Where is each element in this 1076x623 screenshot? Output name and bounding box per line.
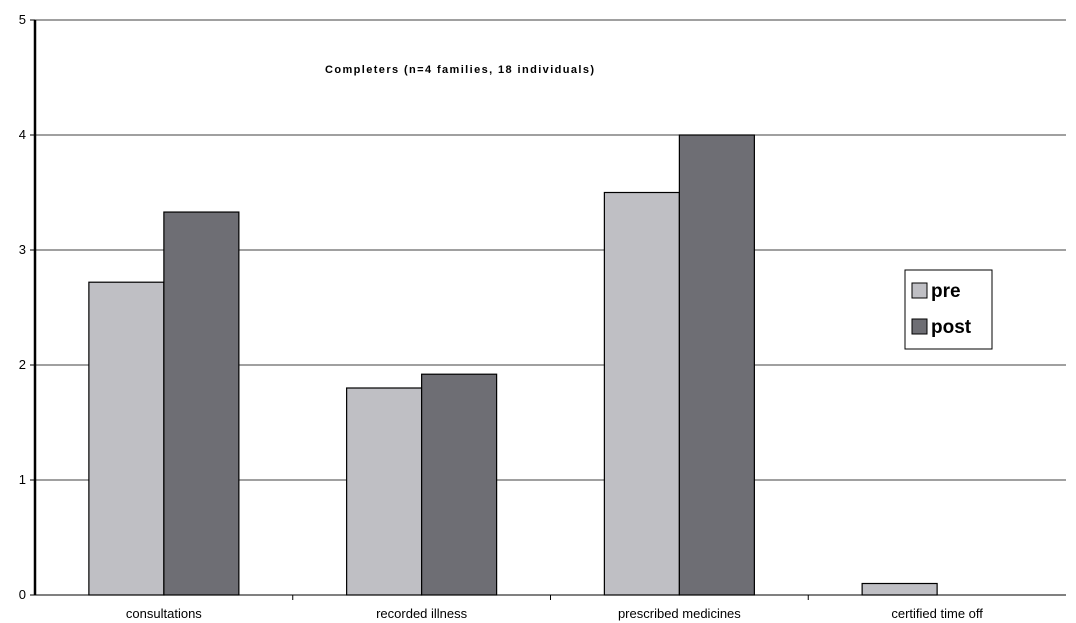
y-axis: 0 1 2 3 4 5: [19, 12, 37, 602]
y-tick-label: 4: [19, 127, 26, 142]
legend-swatch-post: [911, 318, 928, 335]
y-tick-label: 5: [19, 12, 26, 27]
bar-pre-1: [346, 387, 423, 596]
bar-pre-3: [861, 582, 938, 596]
x-axis: consultations recorded illness prescribed …: [35, 594, 1066, 621]
y-tick-label: 2: [19, 357, 26, 372]
y-tick-label: 1: [19, 472, 26, 487]
bar-post-0: [163, 211, 240, 596]
legend: pre post: [904, 269, 993, 350]
bar-pre-2: [603, 191, 680, 596]
y-tick-label: 3: [19, 242, 26, 257]
bar-post-1: [421, 373, 498, 596]
chart-title: Completers (n=4 families, 18 individuals…: [325, 64, 595, 76]
bar-pre-0: [88, 281, 165, 596]
x-category-label: recorded illness: [376, 606, 468, 621]
bar-post-2: [678, 134, 755, 596]
y-tick-label: 0: [19, 587, 26, 602]
x-category-label: prescribed medicines: [618, 606, 741, 621]
legend-label-post: post: [931, 317, 972, 338]
legend-label-pre: pre: [931, 281, 961, 302]
x-category-label: certified time off: [891, 606, 983, 621]
legend-swatch-pre: [911, 282, 928, 299]
x-category-label: consultations: [126, 606, 202, 621]
bars: [88, 134, 938, 596]
